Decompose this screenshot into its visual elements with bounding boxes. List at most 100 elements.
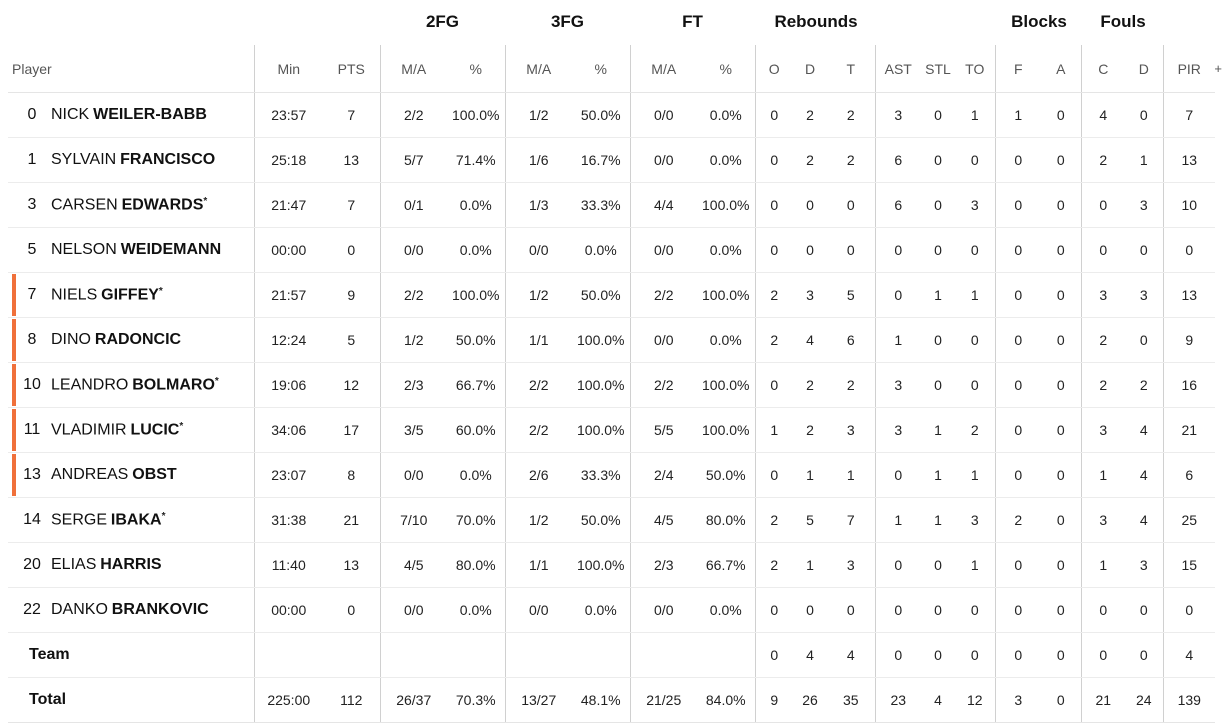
player-row[interactable]: 8 DINO RADONCIC 12:24 5 1/2 50.0% 1/1 100.0% 0/0… (8, 317, 1215, 363)
stat-reb-o: 0 (754, 587, 793, 633)
stat-ft-ma: 0/0 (629, 227, 697, 273)
col-3fg-pct[interactable]: % (572, 45, 630, 93)
col-player[interactable]: Player (8, 45, 254, 93)
col-min[interactable]: Min (253, 45, 323, 93)
stat-pts: 13 (323, 542, 380, 588)
stat-foul-d: 0 (1125, 587, 1163, 633)
stat-fg3-ma: 0/0 (504, 227, 572, 273)
stat-fg2-pct: 100.0% (447, 92, 505, 138)
player-last-name[interactable]: LUCIC (130, 421, 180, 439)
player-cell[interactable]: 20 ELIAS HARRIS (8, 542, 254, 588)
stat-ast: 1 (874, 317, 921, 363)
stat-fg2-pct: 0.0% (447, 452, 505, 498)
player-row[interactable]: 22 DANKO BRANKOVIC 00:00 0 0/0 0.0% 0/0 0.0% 0/0… (8, 587, 1215, 633)
col-ft-pct[interactable]: % (697, 45, 755, 93)
stat-fg3-pct: 50.0% (572, 497, 630, 543)
col-2fg-pct[interactable]: % (447, 45, 505, 93)
on-court-marker (12, 364, 16, 406)
player-last-name[interactable]: HARRIS (100, 556, 162, 573)
player-row[interactable]: 11 VLADIMIR LUCIC* 34:06 17 3/5 60.0% 2/2 100.0… (8, 407, 1215, 453)
player-cell[interactable]: 8 DINO RADONCIC (8, 317, 254, 363)
stat-fg2-ma: 0/1 (379, 182, 447, 228)
player-row[interactable]: 13 ANDREAS OBST 23:07 8 0/0 0.0% 2/6 33.3% 2/4 50… (8, 452, 1215, 498)
total-stat-reb-o: 9 (754, 677, 793, 723)
player-row[interactable]: 3 CARSEN EDWARDS* 21:47 7 0/1 0.0% 1/3 33.3% 4/4… (8, 182, 1215, 228)
col-foul-d[interactable]: D (1125, 45, 1163, 93)
player-last-name[interactable]: WEILER-BABB (93, 106, 207, 123)
total-stat-reb-t: 35 (827, 677, 875, 723)
total-stat-fg3-pct: 48.1% (572, 677, 630, 723)
stat-fg3-ma: 2/2 (504, 407, 572, 453)
player-cell[interactable]: 3 CARSEN EDWARDS* (8, 182, 254, 228)
col-2fg-ma[interactable]: M/A (379, 45, 447, 93)
player-cell[interactable]: 10 LEANDRO BOLMARO* (8, 362, 254, 408)
stat-reb-t: 3 (827, 407, 875, 453)
col-reb-o[interactable]: O (754, 45, 793, 93)
player-last-name[interactable]: BRANKOVIC (111, 601, 209, 618)
col-reb-d[interactable]: D (793, 45, 827, 93)
col-reb-t[interactable]: T (827, 45, 875, 93)
stat-ft-ma: 0/0 (629, 137, 697, 183)
stat-min: 31:38 (253, 497, 323, 543)
player-first-name: CARSEN (51, 196, 118, 214)
stat-blk-a: 0 (1041, 317, 1081, 363)
player-last-name[interactable]: RADONCIC (94, 331, 182, 348)
player-cell[interactable]: 5 NELSON WEIDEMANN (8, 227, 254, 273)
player-row[interactable]: 7 NIELS GIFFEY* 21:57 9 2/2 100.0% 1/2 50.0% 2/2… (8, 272, 1215, 318)
player-row[interactable]: 14 SERGE IBAKA* 31:38 21 7/10 70.0% 1/2 50.0% 4/… (8, 497, 1215, 543)
stat-fg3-pct: 50.0% (572, 272, 630, 318)
total-stat-foul-d: 24 (1125, 677, 1163, 723)
stat-blk-a: 0 (1041, 92, 1081, 138)
col-blk-a[interactable]: A (1041, 45, 1081, 93)
stat-blk-f: 0 (994, 227, 1041, 273)
stat-to: 3 (955, 182, 995, 228)
stat-ast: 6 (874, 182, 921, 228)
player-cell[interactable]: 11 VLADIMIR LUCIC* (8, 407, 254, 453)
player-last-name[interactable]: WEIDEMANN (120, 241, 222, 258)
stat-stl: 0 (921, 362, 955, 408)
player-cell[interactable]: 14 SERGE IBAKA* (8, 497, 254, 543)
player-row[interactable]: 5 NELSON WEIDEMANN 00:00 0 0/0 0.0% 0/0 0.0% 0/0… (8, 227, 1215, 273)
stat-foul-d: 0 (1125, 317, 1163, 363)
stat-ft-pct: 80.0% (697, 497, 755, 543)
player-last-name[interactable]: EDWARDS (121, 196, 204, 214)
col-ft-ma[interactable]: M/A (629, 45, 697, 93)
stat-reb-o: 2 (754, 542, 793, 588)
player-cell[interactable]: 0 NICK WEILER-BABB (8, 92, 254, 138)
player-row[interactable]: 0 NICK WEILER-BABB 23:57 7 2/2 100.0% 1/2 50.0%… (8, 92, 1215, 138)
stat-min: 25:18 (253, 137, 323, 183)
player-row[interactable]: 10 LEANDRO BOLMARO* 19:06 12 2/3 66.7% 2/2 100.… (8, 362, 1215, 408)
player-last-name[interactable]: GIFFEY (101, 286, 159, 304)
stat-reb-d: 2 (793, 137, 827, 183)
player-number: 8 (27, 331, 37, 348)
boxscore-table: Player Min PTS M/A % M/A % M/A % O D T A… (8, 45, 1215, 723)
player-last-name[interactable]: IBAKA (110, 511, 162, 529)
stat-ast: 3 (874, 362, 921, 408)
stat-blk-f: 2 (994, 497, 1041, 543)
col-pir[interactable]: PIR (1162, 45, 1215, 93)
player-cell[interactable]: 13 ANDREAS OBST (8, 452, 254, 498)
col-3fg-ma[interactable]: M/A (504, 45, 572, 93)
col-ast[interactable]: AST (874, 45, 921, 93)
player-row[interactable]: 1 SYLVAIN FRANCISCO 25:18 13 5/7 71.4% 1/6 16.7… (8, 137, 1215, 183)
team-stat-min (253, 632, 323, 678)
col-blk-f[interactable]: F (994, 45, 1041, 93)
stat-foul-d: 3 (1125, 182, 1163, 228)
col-stl[interactable]: STL (921, 45, 955, 93)
more-columns-indicator[interactable]: + (1214, 61, 1222, 76)
stat-blk-f: 0 (994, 317, 1041, 363)
player-last-name[interactable]: BOLMARO (132, 376, 215, 394)
col-pts[interactable]: PTS (323, 45, 380, 93)
player-last-name[interactable]: FRANCISCO (120, 151, 216, 168)
player-first-name: SERGE (51, 511, 108, 529)
player-last-name[interactable]: OBST (132, 466, 177, 483)
player-cell[interactable]: 22 DANKO BRANKOVIC (8, 587, 254, 633)
stat-reb-o: 0 (754, 362, 793, 408)
player-row[interactable]: 20 ELIAS HARRIS 11:40 13 4/5 80.0% 1/1 100.0% 2/… (8, 542, 1215, 588)
col-to[interactable]: TO (955, 45, 995, 93)
col-foul-c[interactable]: C (1080, 45, 1125, 93)
player-cell[interactable]: 7 NIELS GIFFEY* (8, 272, 254, 318)
player-cell[interactable]: 1 SYLVAIN FRANCISCO (8, 137, 254, 183)
stat-ft-pct: 0.0% (697, 587, 755, 633)
stat-foul-c: 2 (1080, 137, 1125, 183)
